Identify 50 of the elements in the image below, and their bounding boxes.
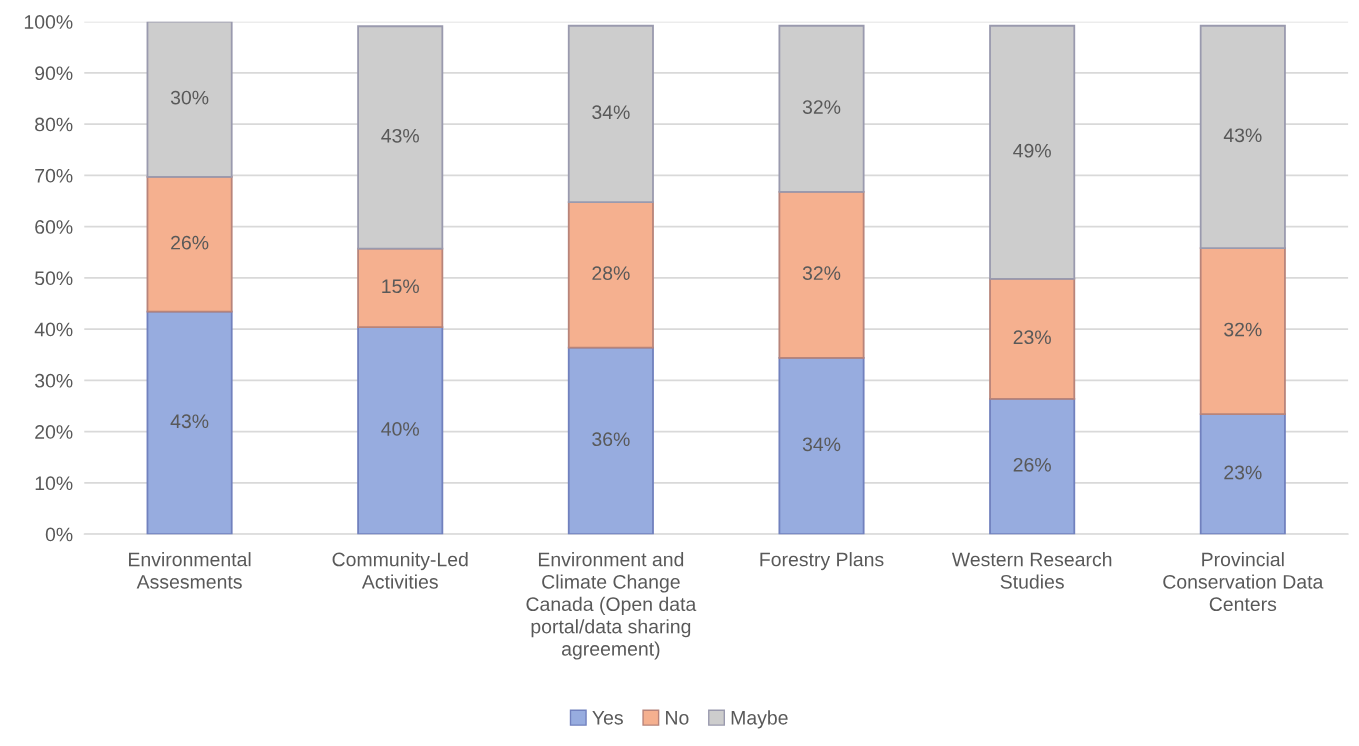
data-label: 28% <box>592 266 630 281</box>
x-tick-label: Environment and Climate Change Canada (Open data portal/data sharing agreement) <box>526 552 697 660</box>
data-label: 32% <box>802 100 841 114</box>
data-label: 26% <box>171 235 209 250</box>
legend-label: Yes <box>592 711 623 725</box>
bar <box>989 397 1076 535</box>
bar <box>146 310 233 535</box>
y-tick-label: 50% <box>35 271 73 286</box>
y-tick-label: 10% <box>35 476 73 491</box>
x-tick-label: Community-Led Activities <box>332 552 468 589</box>
bar <box>567 346 654 535</box>
bar <box>146 176 233 313</box>
y-tick-label: 40% <box>34 322 73 337</box>
data-label: 34% <box>592 105 630 120</box>
y-tick-label: 90% <box>35 66 73 81</box>
y-tick-label: 70% <box>35 168 73 183</box>
data-label: 15% <box>382 279 419 294</box>
y-tick-label: 0% <box>45 527 73 542</box>
x-tick-label: Forestry Plans <box>760 552 884 571</box>
y-tick-label: 30% <box>34 373 73 388</box>
data-label: 43% <box>170 414 209 429</box>
x-tick-label: Environmental Assesments <box>129 552 251 589</box>
bar <box>1199 413 1286 535</box>
legend-label: Maybe <box>731 710 788 729</box>
data-label: 32% <box>1224 322 1262 337</box>
data-label: 32% <box>802 266 841 281</box>
bar <box>1199 247 1286 416</box>
x-tick-label: Western Research Studies <box>951 552 1112 589</box>
y-tick-label: 60% <box>35 220 73 234</box>
y-tick-label: 100% <box>24 15 73 29</box>
data-label: 43% <box>1223 128 1262 143</box>
data-label: 49% <box>1013 143 1051 158</box>
y-tick-label: 20% <box>35 425 73 439</box>
bar <box>357 247 444 328</box>
data-label: 30% <box>170 90 209 105</box>
x-tick-label: Provincial Conservation Data Centers <box>1163 552 1324 612</box>
legend-label: No <box>666 711 689 725</box>
bar <box>778 190 865 359</box>
bar <box>567 201 654 349</box>
bar <box>778 356 865 535</box>
data-label: 43% <box>381 128 419 143</box>
data-label: 23% <box>1224 465 1262 480</box>
data-label: 23% <box>1013 330 1051 345</box>
bar <box>989 278 1076 400</box>
data-label: 36% <box>592 432 630 447</box>
data-label: 26% <box>1013 457 1051 472</box>
data-label: 34% <box>802 437 841 452</box>
data-label: 40% <box>381 422 419 436</box>
bar <box>357 326 444 535</box>
y-tick-label: 80% <box>35 117 73 132</box>
